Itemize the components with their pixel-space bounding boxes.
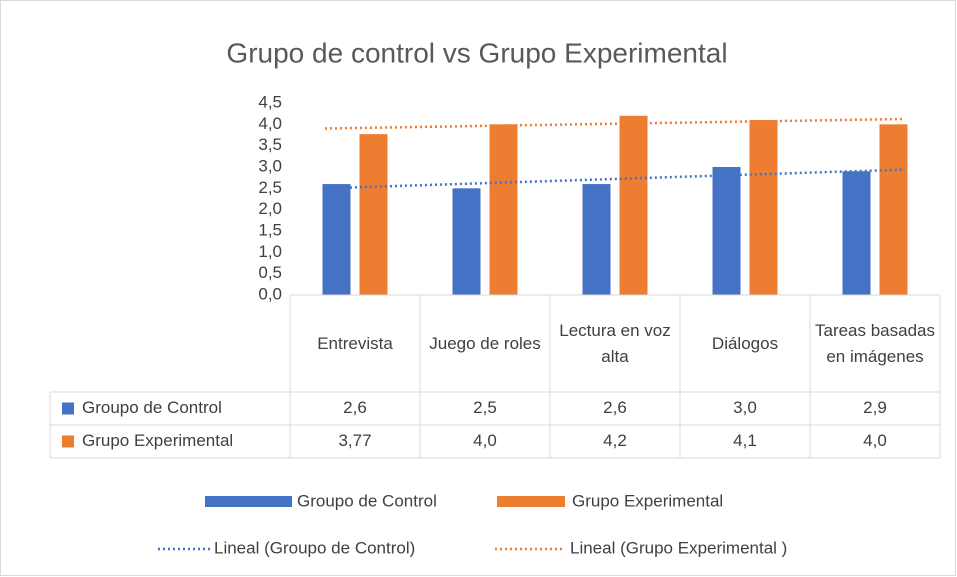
bar <box>489 124 518 295</box>
x-tick-label: Lectura en voz alta <box>559 321 671 366</box>
legend-key <box>205 496 292 507</box>
legend-key <box>497 496 565 507</box>
category-cell: Diálogos <box>711 333 779 353</box>
bar <box>749 120 778 295</box>
trendline <box>324 117 906 130</box>
chart-title: Grupo de control vs Grupo Experimental <box>226 37 727 68</box>
legend-label: Lineal (Groupo de Control) <box>214 538 415 557</box>
y-tick-label: 1,0 <box>258 242 282 261</box>
category-cell: Juego de roles <box>429 333 541 353</box>
data-label: 3,77 <box>338 431 371 450</box>
y-tick-label: 3,0 <box>258 156 282 175</box>
y-tick-label: 0,0 <box>258 284 282 303</box>
bar <box>359 134 388 295</box>
legend-label: Lineal (Grupo Experimental ) <box>570 538 787 557</box>
y-tick-label: 4,5 <box>258 92 282 111</box>
data-label: 4,2 <box>603 431 627 450</box>
table-legend-key <box>62 435 74 448</box>
bar <box>842 171 871 295</box>
data-label: 3,0 <box>733 398 757 417</box>
data-label: 4,0 <box>863 431 887 450</box>
y-tick-label: 1,5 <box>258 220 282 239</box>
x-tick-label: Juego de roles <box>429 333 541 353</box>
category-cell: Tareas basadas en imágenes <box>814 321 936 366</box>
y-tick-label: 4,0 <box>258 114 282 133</box>
bar <box>712 167 741 295</box>
x-tick-label: Entrevista <box>317 333 393 353</box>
category-cell: Entrevista <box>317 333 393 353</box>
data-label: 4,0 <box>473 431 497 450</box>
table-legend-key <box>62 402 74 415</box>
category-cell: Lectura en voz alta <box>559 321 671 366</box>
y-tick-label: 2,5 <box>258 178 282 197</box>
data-label: 2,6 <box>343 398 367 417</box>
bar <box>582 184 611 295</box>
y-tick-label: 2,0 <box>258 199 282 218</box>
legend-label: Grupo Experimental <box>572 491 723 510</box>
bar <box>619 115 648 295</box>
table-series-name: Groupo de Control <box>82 398 222 417</box>
x-tick-label: Tareas basadas en imágenes <box>814 321 936 366</box>
bar <box>322 184 351 295</box>
bar <box>879 124 908 295</box>
x-tick-label: Diálogos <box>711 333 779 353</box>
data-label: 2,6 <box>603 398 627 417</box>
data-label: 4,1 <box>733 431 757 450</box>
data-label: 2,9 <box>863 398 887 417</box>
trendline <box>324 168 906 190</box>
table-series-name: Grupo Experimental <box>82 431 233 450</box>
data-label: 2,5 <box>473 398 497 417</box>
legend-label: Groupo de Control <box>297 491 437 510</box>
y-tick-label: 3,5 <box>258 135 282 154</box>
bar <box>452 188 481 295</box>
y-tick-label: 0,5 <box>258 263 282 282</box>
